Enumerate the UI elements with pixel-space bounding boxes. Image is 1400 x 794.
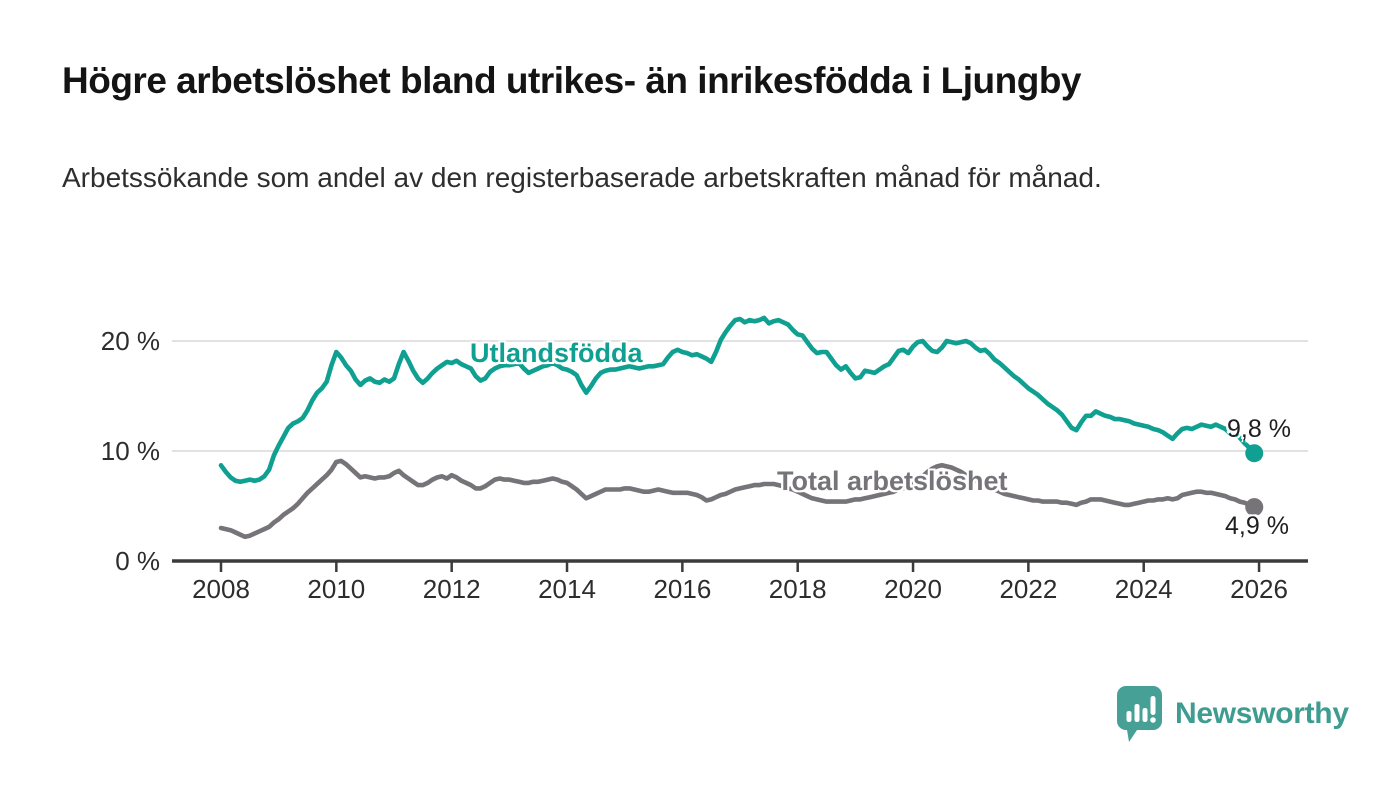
x-axis-tick-label: 2010 bbox=[307, 574, 366, 604]
x-axis-tick-label: 2022 bbox=[999, 574, 1058, 604]
x-axis-tick-label: 2020 bbox=[884, 574, 942, 604]
end-dot-total bbox=[1245, 498, 1264, 517]
x-axis-tick-label: 2016 bbox=[653, 574, 712, 604]
newsworthy-logo: Newsworthy bbox=[1115, 685, 1349, 743]
x-axis-tick-label: 2024 bbox=[1114, 574, 1173, 604]
logo-text: Newsworthy bbox=[1175, 697, 1349, 730]
x-axis-tick-label: 2018 bbox=[768, 574, 827, 604]
series-label-utlandsfodda: Utlandsfödda bbox=[470, 338, 643, 368]
y-axis-tick-label: 0 % bbox=[115, 546, 160, 576]
page-title: Högre arbetslöshet bland utrikes- än inr… bbox=[62, 60, 1082, 101]
line-total-arbetsloshet bbox=[218, 458, 1257, 540]
page-subtitle: Arbetssökande som andel av den registerb… bbox=[62, 162, 1102, 193]
x-axis-tick-label: 2014 bbox=[538, 574, 596, 604]
bar-chart-speech-bubble-icon bbox=[1117, 686, 1162, 742]
end-value-label-utlandsfodda: 9,8 % bbox=[1227, 415, 1291, 443]
x-axis-tick-label: 2026 bbox=[1230, 574, 1288, 604]
y-axis-tick-label: 10 % bbox=[100, 436, 160, 466]
end-value-label-total: 4,9 % bbox=[1225, 512, 1289, 540]
y-axis-tick-label: 20 % bbox=[100, 326, 160, 356]
series-label-total-arbetsloshet: Total arbetslöshet bbox=[777, 466, 1008, 496]
end-dot-utlandsfodda bbox=[1245, 444, 1264, 463]
line-utlandsfodda bbox=[218, 315, 1257, 485]
x-axis-tick-label: 2008 bbox=[192, 574, 250, 604]
x-axis-tick-label: 2012 bbox=[422, 574, 481, 604]
